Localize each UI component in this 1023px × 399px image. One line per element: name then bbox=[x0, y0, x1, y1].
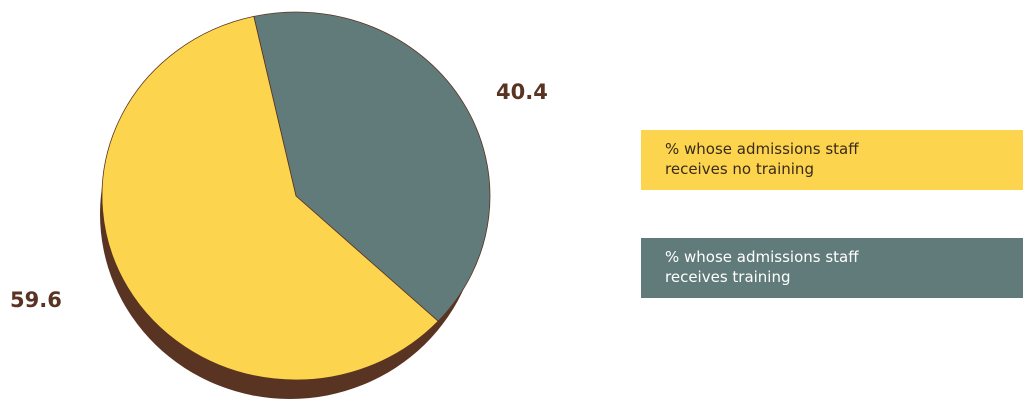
legend-label-no-training: % whose admissions staff receives no tra… bbox=[665, 140, 859, 178]
legend-label-training: % whose admissions staff receives traini… bbox=[665, 248, 859, 286]
legend-item-no-training: % whose admissions staff receives no tra… bbox=[641, 130, 1023, 190]
value-label-no-training: 59.6 bbox=[10, 288, 62, 312]
value-label-training: 40.4 bbox=[496, 80, 548, 104]
pie-slice-training bbox=[253, 11, 491, 322]
legend-item-training: % whose admissions staff receives traini… bbox=[641, 238, 1023, 298]
pie-slice-no-training bbox=[101, 15, 439, 381]
